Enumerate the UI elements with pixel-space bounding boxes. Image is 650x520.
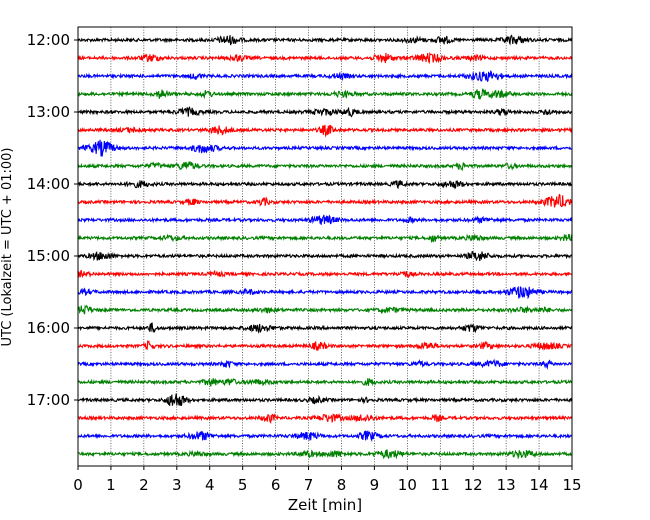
x-tick-label: 4	[205, 476, 215, 494]
y-axis-ticks: 12:00 13:00 14:00 15:00 16:00 17:00	[27, 31, 78, 409]
trace-1215	[77, 51, 573, 65]
trace-1315	[77, 124, 573, 138]
trace-1300	[77, 106, 573, 118]
trace-1515	[77, 269, 573, 279]
trace-1600	[77, 322, 572, 334]
x-tick-label: 6	[271, 476, 281, 494]
traces	[77, 34, 573, 460]
trace-1545	[77, 304, 573, 315]
trace-1245	[77, 88, 573, 100]
y-tick-label: 14:00	[27, 175, 70, 193]
trace-1630	[77, 358, 573, 370]
x-tick-label: 9	[370, 476, 380, 494]
x-tick-label: 1	[106, 476, 116, 494]
trace-1730	[77, 430, 573, 443]
y-tick-label: 16:00	[27, 319, 70, 337]
y-tick-label: 13:00	[27, 103, 70, 121]
x-tick-label: 14	[530, 476, 549, 494]
trace-1645	[77, 377, 573, 387]
x-tick-label: 13	[497, 476, 516, 494]
x-tick-label: 8	[337, 476, 347, 494]
grid	[110, 27, 540, 466]
x-tick-label: 5	[238, 476, 248, 494]
y-tick-label: 12:00	[27, 31, 70, 49]
trace-1430	[77, 214, 573, 225]
trace-1745	[77, 449, 573, 460]
trace-1415	[77, 193, 573, 209]
trace-1400	[77, 179, 573, 190]
x-tick-label: 0	[73, 476, 83, 494]
trace-1330	[77, 139, 573, 157]
trace-1230	[77, 70, 573, 83]
x-tick-label: 7	[304, 476, 314, 494]
y-tick-label: 17:00	[27, 391, 70, 409]
x-tick-label: 10	[398, 476, 417, 494]
trace-1345	[77, 161, 573, 172]
x-tick-label: 12	[464, 476, 483, 494]
x-axis-ticks: 0 1 2 3 4 5 6 7 8 9 10 11 12 13 14 15	[73, 466, 582, 494]
trace-1700	[77, 393, 573, 406]
trace-1715	[77, 412, 573, 425]
trace-1445	[77, 233, 573, 244]
trace-1615	[77, 340, 573, 351]
trace-1500	[77, 250, 573, 262]
y-axis-label: UTC (Lokalzeit = UTC + 01:00)	[0, 148, 15, 347]
x-tick-label: 3	[172, 476, 182, 494]
x-tick-label: 11	[431, 476, 450, 494]
trace-1530	[77, 285, 573, 300]
y-tick-label: 15:00	[27, 247, 70, 265]
x-axis-label: Zeit [min]	[288, 496, 362, 514]
x-tick-label: 2	[139, 476, 149, 494]
x-tick-label: 15	[562, 476, 581, 494]
plot-frame	[77, 26, 573, 467]
trace-1200	[77, 34, 573, 46]
